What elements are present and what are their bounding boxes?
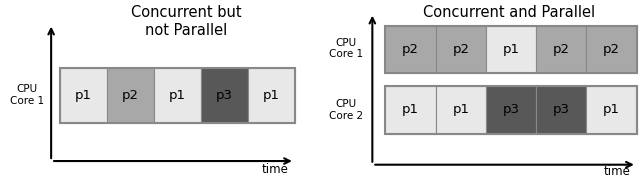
Text: p1: p1 (402, 103, 419, 116)
Text: p1: p1 (502, 43, 520, 56)
Text: time: time (604, 165, 630, 178)
Text: p1: p1 (263, 89, 280, 102)
Text: p2: p2 (553, 43, 570, 56)
Bar (536, 86, 586, 134)
Bar (385, 26, 436, 73)
Text: p2: p2 (603, 43, 620, 56)
Bar (486, 26, 536, 73)
Text: time: time (262, 163, 289, 176)
Bar (60, 68, 295, 123)
Bar (60, 68, 107, 123)
Bar (107, 68, 154, 123)
Bar (586, 86, 637, 134)
Text: Concurrent but
not Parallel: Concurrent but not Parallel (131, 5, 242, 38)
Bar (385, 26, 637, 73)
Text: p2: p2 (402, 43, 419, 56)
Bar (385, 86, 637, 134)
Bar (536, 26, 586, 73)
Bar (248, 68, 295, 123)
Bar (385, 86, 436, 134)
Text: CPU
Core 1: CPU Core 1 (10, 84, 44, 106)
Bar (436, 26, 486, 73)
Text: p2: p2 (122, 89, 139, 102)
Text: p3: p3 (216, 89, 233, 102)
Bar (154, 68, 201, 123)
Bar (201, 68, 248, 123)
Bar (586, 26, 637, 73)
Text: p3: p3 (553, 103, 570, 116)
Text: CPU
Core 1: CPU Core 1 (329, 38, 364, 59)
Bar (436, 86, 486, 134)
Text: p1: p1 (452, 103, 469, 116)
Text: Concurrent and Parallel: Concurrent and Parallel (424, 5, 595, 20)
Text: p1: p1 (75, 89, 92, 102)
Text: p2: p2 (452, 43, 469, 56)
Text: CPU
Core 2: CPU Core 2 (329, 99, 364, 121)
Text: p3: p3 (502, 103, 520, 116)
Bar (486, 86, 536, 134)
Text: p1: p1 (169, 89, 186, 102)
Text: p1: p1 (603, 103, 620, 116)
